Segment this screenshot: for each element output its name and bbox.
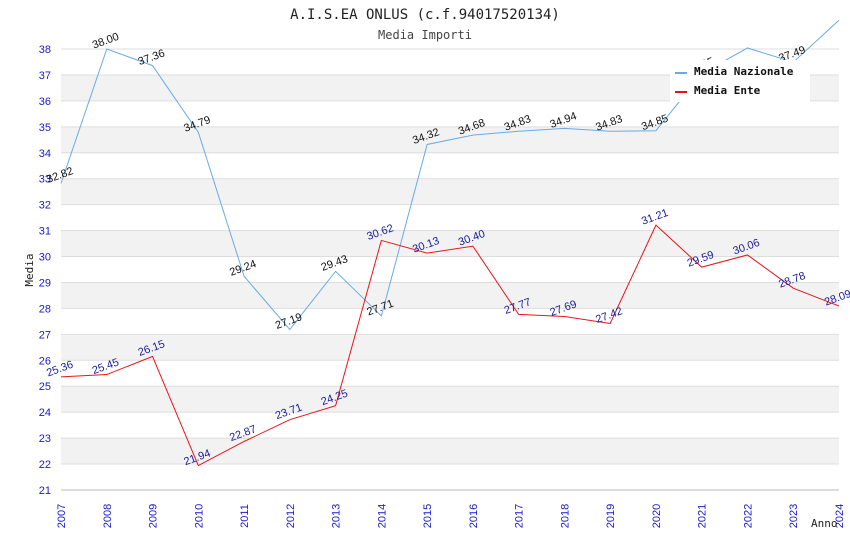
- series-line-media-ente: [60, 224, 840, 467]
- x-tick-label: 2015: [422, 504, 434, 528]
- y-tick-label: 32: [39, 200, 51, 212]
- y-axis-ticks: 21 22 23 24 25 26 27 28 29 30 31 32 33 34 35 36 37 38: [39, 44, 51, 497]
- x-tick-label: 2016: [468, 504, 480, 528]
- y-tick-label: 31: [39, 226, 51, 238]
- x-tick-label: 2011: [239, 504, 251, 528]
- plot-background-bands: [61, 74, 839, 465]
- y-tick-label: 21: [39, 485, 51, 497]
- x-tick-label: 2010: [193, 504, 205, 528]
- data-label-media-nazionale: 29.24: [228, 258, 258, 279]
- legend-box: [670, 60, 810, 102]
- data-label-media-nazionale: 38.00: [91, 31, 121, 52]
- y-tick-label: 24: [39, 407, 51, 419]
- legend: Media Nazionale Media Ente: [670, 60, 810, 102]
- band-22: [61, 438, 839, 465]
- x-tick-label: 2008: [102, 504, 114, 528]
- y-tick-label: 25: [39, 381, 51, 393]
- x-axis-ticks: 2007 2008 2009 2010 2011 2012 2013 2014 2015 2016…: [56, 504, 846, 528]
- band-24: [61, 386, 839, 413]
- y-tick-label: 36: [39, 96, 51, 108]
- y-tick-label: 27: [39, 329, 51, 341]
- x-tick-label: 2014: [376, 504, 388, 528]
- y-tick-label: 35: [39, 122, 51, 134]
- x-tick-label: 2020: [651, 504, 663, 528]
- y-tick-label: 23: [39, 433, 51, 445]
- y-tick-label: 34: [39, 148, 51, 160]
- x-tick-label: 2024: [834, 504, 846, 528]
- x-tick-label: 2017: [514, 504, 526, 528]
- band-30: [61, 230, 839, 257]
- y-tick-label: 29: [39, 277, 51, 289]
- x-axis-title: Anno: [811, 517, 838, 530]
- horizontal-gridlines: [61, 48, 839, 491]
- y-tick-label: 26: [39, 355, 51, 367]
- x-tick-label: 2023: [788, 504, 800, 528]
- x-tick-label: 2022: [742, 504, 754, 528]
- x-tick-label: 2012: [285, 504, 297, 528]
- y-tick-label: 37: [39, 70, 51, 82]
- x-tick-label: 2021: [697, 504, 709, 528]
- legend-label-media-nazionale: Media Nazionale: [694, 65, 794, 78]
- y-tick-label: 33: [39, 174, 51, 186]
- y-tick-label: 38: [39, 44, 51, 56]
- x-tick-label: 2007: [56, 504, 68, 528]
- x-tick-label: 2019: [605, 504, 617, 528]
- band-26: [61, 334, 839, 361]
- y-tick-label: 30: [39, 252, 51, 264]
- chart-subtitle: Media Importi: [378, 28, 472, 42]
- band-32: [61, 178, 839, 205]
- x-tick-label: 2009: [148, 504, 160, 528]
- band-28: [61, 282, 839, 309]
- x-tick-label: 2013: [331, 504, 343, 528]
- x-tick-label: 2018: [559, 504, 571, 528]
- y-tick-label: 22: [39, 459, 51, 471]
- y-tick-label: 28: [39, 303, 51, 315]
- chart-title: A.I.S.EA ONLUS (c.f.94017520134): [290, 7, 560, 23]
- y-axis-title: Media: [23, 253, 36, 286]
- legend-label-media-ente: Media Ente: [694, 84, 761, 97]
- data-label-media-ente: 31.21: [640, 207, 670, 228]
